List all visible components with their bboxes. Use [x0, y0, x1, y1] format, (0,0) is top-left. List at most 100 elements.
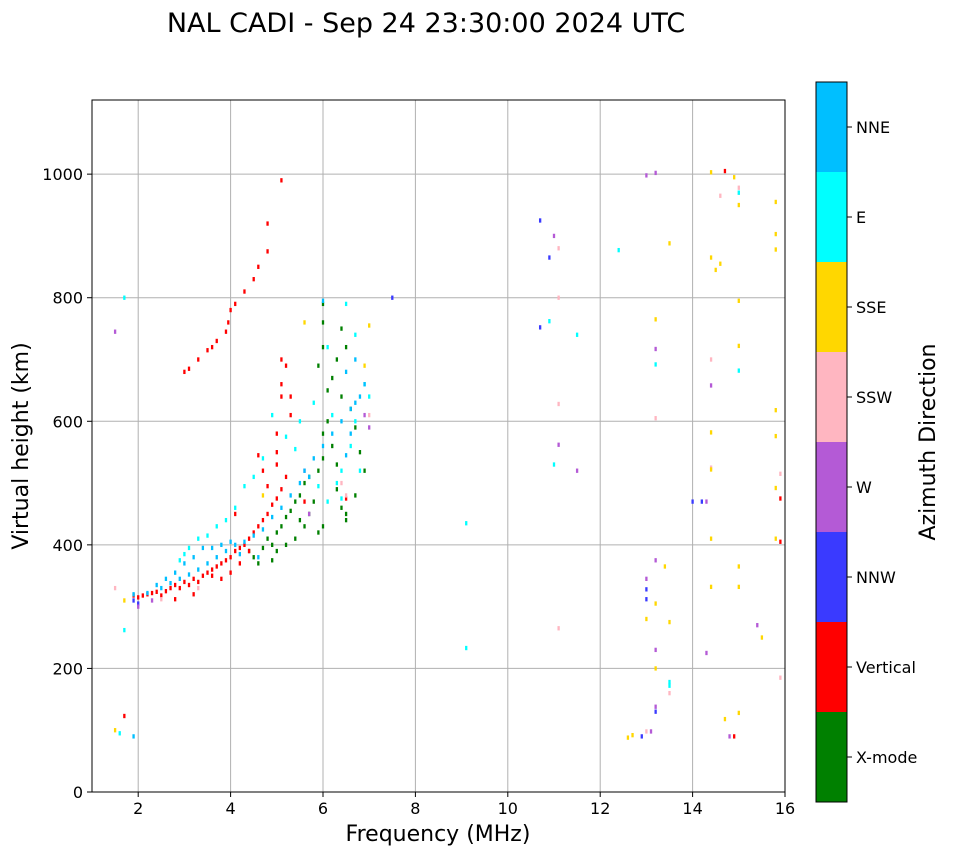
data-point-nne	[183, 561, 186, 566]
x-tick-label: 2	[133, 799, 143, 818]
data-point-nne	[238, 551, 241, 557]
data-point-x-mode	[335, 487, 339, 492]
data-point-nne	[197, 567, 200, 572]
data-point-vertical	[280, 357, 283, 362]
data-point-x-mode	[335, 357, 339, 362]
azimuth-colorbar: X-mode Vertical NNW W SSW SSE E NNE	[815, 81, 917, 803]
colorbar-segment-e	[816, 172, 847, 262]
data-point-vertical	[183, 369, 186, 375]
data-point-sse	[760, 635, 764, 640]
data-point-vertical	[201, 573, 205, 578]
data-point-e	[123, 295, 126, 300]
data-point-sse	[261, 493, 265, 498]
data-point-e	[294, 446, 297, 452]
data-point-nne	[303, 468, 306, 473]
data-point-sse	[363, 363, 366, 368]
data-point-vertical	[284, 474, 288, 480]
data-point-sse	[737, 202, 740, 208]
data-point-vertical	[141, 593, 144, 598]
data-point-w	[649, 729, 653, 734]
y-axis-ticks: 0 200 400 600 800 1000	[42, 165, 92, 802]
colorbar-tick-label-vertical: Vertical	[856, 658, 916, 677]
data-point-ssw	[160, 597, 163, 602]
data-point-sse	[668, 241, 671, 246]
data-point-e	[737, 368, 740, 373]
data-point-x-mode	[344, 517, 348, 523]
data-point-vertical	[238, 561, 241, 566]
y-tick-label: 1000	[42, 165, 83, 184]
data-point-nne	[234, 542, 237, 548]
data-point-vertical	[280, 382, 283, 387]
data-point-x-mode	[317, 530, 320, 535]
colorbar-tick-label-x-mode: X-mode	[856, 748, 917, 767]
data-point-nnw	[391, 295, 394, 300]
colorbar-tick-label-w: W	[856, 478, 872, 497]
data-point-vertical	[280, 178, 283, 183]
data-point-ssw	[737, 185, 740, 190]
data-point-sse	[709, 536, 713, 541]
data-point-vertical	[275, 496, 278, 501]
data-point-nne	[155, 582, 158, 588]
data-point-sse	[645, 616, 648, 622]
data-point-vertical	[266, 249, 269, 254]
data-point-vertical	[169, 585, 172, 591]
data-point-vertical	[234, 301, 237, 307]
data-point-x-mode	[354, 493, 357, 498]
data-point-vertical	[210, 567, 214, 572]
data-point-sse	[774, 433, 777, 439]
data-point-e	[271, 412, 274, 418]
data-point-nnw	[654, 709, 657, 714]
data-point-ssw	[557, 626, 560, 631]
data-point-vertical	[280, 394, 283, 399]
data-point-e	[284, 434, 288, 439]
x-tick-label: 12	[590, 799, 610, 818]
data-point-nnw	[700, 499, 703, 504]
data-point-e	[340, 496, 343, 501]
data-point-nne	[321, 298, 325, 303]
data-point-e	[317, 483, 320, 489]
data-point-x-mode	[275, 548, 278, 554]
data-point-sse	[303, 320, 306, 325]
colorbar-segment-sse	[816, 262, 847, 352]
data-point-ssw	[668, 690, 671, 696]
data-point-nnw	[538, 325, 542, 330]
data-point-sse	[774, 408, 777, 413]
data-point-w	[113, 329, 117, 334]
data-point-x-mode	[298, 517, 302, 523]
data-point-x-mode	[294, 536, 297, 541]
data-point-nne	[280, 505, 283, 510]
data-point-w	[705, 650, 708, 656]
data-point-w	[645, 173, 648, 178]
y-axis-label: Virtual height (km)	[9, 342, 34, 549]
grid-lines	[92, 100, 786, 793]
data-point-nne	[349, 406, 352, 412]
data-point-ssw	[779, 471, 782, 476]
data-point-x-mode	[326, 388, 329, 393]
data-point-w	[363, 412, 366, 418]
data-point-e	[668, 683, 671, 688]
data-point-x-mode	[344, 511, 348, 517]
data-point-e	[206, 533, 209, 538]
data-point-e	[312, 400, 315, 405]
data-point-nnw	[132, 598, 135, 603]
data-point-ssw	[113, 585, 117, 591]
data-point-ssw	[654, 416, 657, 421]
data-point-nne	[215, 555, 218, 560]
data-point-sse	[737, 584, 740, 590]
data-point-vertical	[155, 589, 158, 594]
data-point-nne	[224, 548, 228, 554]
data-point-e	[331, 412, 334, 418]
data-point-e	[368, 394, 371, 399]
data-points	[113, 168, 782, 740]
data-point-w	[756, 623, 759, 628]
data-point-vertical	[243, 289, 246, 294]
data-point-nnw	[137, 601, 140, 606]
data-point-vertical	[197, 579, 200, 585]
x-tick-label: 10	[498, 799, 518, 818]
data-point-x-mode	[354, 425, 357, 430]
data-point-e	[234, 505, 237, 510]
data-point-nne	[187, 572, 191, 577]
colorbar-tick-label-sse: SSE	[856, 298, 886, 317]
data-point-e	[243, 483, 246, 489]
data-point-sse	[714, 267, 717, 273]
